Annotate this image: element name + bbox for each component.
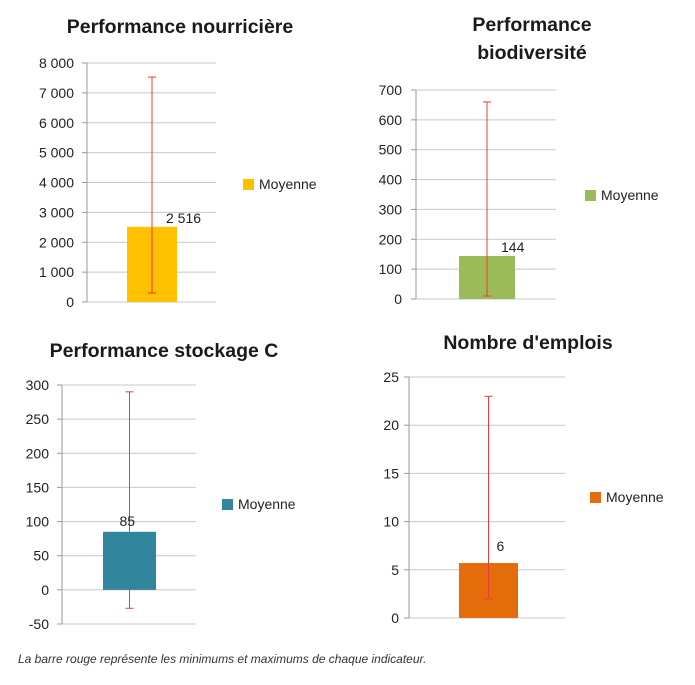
legend: Moyenne [222, 496, 296, 512]
y-tick-label: 100 [379, 261, 403, 277]
y-tick-label: 5 [391, 562, 399, 578]
y-tick-label: 0 [66, 294, 74, 310]
chart-caption: La barre rouge représente les minimums e… [18, 652, 427, 666]
chart-title: Nombre d'emplois [443, 332, 613, 354]
y-tick-label: 500 [379, 142, 403, 158]
legend-label: Moyenne [606, 489, 664, 505]
y-tick-label: 400 [379, 172, 403, 188]
chart-title-line-2: biodiversité [477, 42, 587, 64]
y-tick-label: 0 [391, 610, 399, 626]
y-tick-label: 2 000 [39, 234, 74, 250]
y-tick-label: 15 [383, 465, 399, 481]
legend-label: Moyenne [238, 496, 296, 512]
y-tick-label: 20 [383, 417, 399, 433]
y-tick-label: 150 [26, 479, 50, 495]
y-tick-label: 200 [26, 445, 50, 461]
y-tick-label: 4 000 [39, 175, 74, 191]
legend-label: Moyenne [601, 187, 659, 203]
legend: Moyenne [590, 489, 664, 505]
y-tick-label: 6 000 [39, 115, 74, 131]
y-tick-label: 600 [379, 112, 403, 128]
data-label: 144 [501, 239, 525, 255]
legend: Moyenne [243, 176, 317, 192]
legend-label: Moyenne [259, 176, 317, 192]
y-tick-label: 0 [394, 291, 402, 307]
y-tick-label: 0 [41, 582, 49, 598]
y-tick-label: 50 [33, 548, 49, 564]
y-tick-label: 700 [379, 82, 403, 98]
chart-title: Performance stockage C [49, 340, 279, 362]
chart-title: Performance nourricière [66, 16, 294, 38]
y-tick-label: 8 000 [39, 55, 74, 71]
y-tick-label: 1 000 [39, 264, 74, 280]
y-tick-label: -50 [29, 616, 49, 632]
data-label: 6 [497, 538, 505, 554]
y-tick-label: 25 [383, 369, 399, 385]
y-tick-label: 5 000 [39, 145, 74, 161]
chart-plot: 0 5 10 15 20 25 6 [383, 369, 565, 626]
legend-swatch [585, 189, 596, 201]
chart-title-line-1: Performance [472, 14, 592, 36]
y-tick-label: 100 [26, 514, 50, 530]
data-label: 85 [120, 513, 136, 529]
legend: Moyenne [585, 187, 659, 203]
legend-swatch [243, 178, 254, 190]
y-tick-label: 300 [26, 377, 50, 393]
y-tick-label: 10 [383, 514, 399, 530]
legend-swatch [222, 498, 233, 510]
legend-swatch [590, 491, 601, 503]
chart-plot: -50 0 50 100 150 200 250 300 85 [26, 377, 196, 632]
chart-plot: 0 100 200 300 400 500 600 700 144 [379, 82, 556, 307]
y-tick-label: 250 [26, 411, 50, 427]
y-tick-label: 7 000 [39, 85, 74, 101]
data-label: 2 516 [166, 210, 201, 226]
chart-plot: 0 1 000 2 000 3 000 4 000 5 000 6 000 7 000 8 00… [39, 55, 216, 310]
y-tick-label: 300 [379, 201, 403, 217]
y-tick-label: 200 [379, 231, 403, 247]
y-tick-label: 3 000 [39, 204, 74, 220]
